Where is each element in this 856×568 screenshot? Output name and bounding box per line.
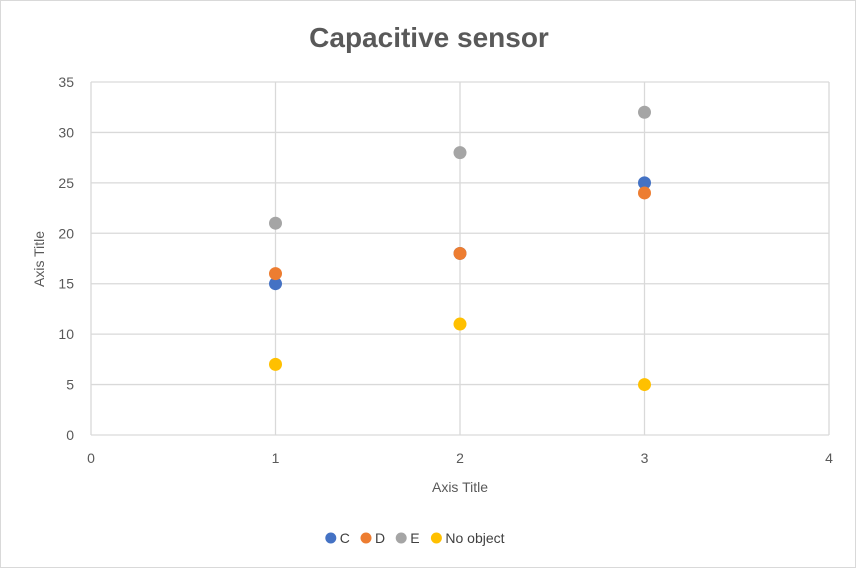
y-tick-label: 25 (58, 175, 74, 191)
legend-marker (360, 532, 372, 544)
legend-marker (430, 532, 442, 544)
y-tick-label: 10 (58, 326, 74, 342)
x-tick-label: 1 (272, 450, 280, 466)
gridlines (90, 81, 830, 436)
data-point (269, 267, 282, 281)
x-tick-label: 3 (641, 450, 649, 466)
data-point (638, 186, 651, 200)
data-point (453, 317, 467, 331)
legend-label: No object (445, 530, 504, 546)
legend: C D E No object (325, 530, 505, 546)
series-no-object (269, 317, 651, 392)
y-tick-label: 30 (58, 124, 74, 140)
data-point (453, 146, 467, 160)
y-tick-label: 5 (66, 377, 74, 393)
y-tick-label: 15 (58, 276, 74, 292)
series-d (269, 186, 651, 281)
y-tick-label: 35 (58, 74, 74, 90)
data-point (638, 105, 651, 119)
data-point (638, 378, 651, 392)
legend-label: D (375, 530, 385, 546)
data-point (453, 246, 467, 260)
x-tick-label: 2 (456, 450, 464, 466)
x-tick-label: 4 (825, 450, 833, 466)
legend-marker (395, 532, 407, 544)
y-tick-label: 0 (66, 427, 74, 443)
legend-label: C (340, 530, 350, 546)
data-point (269, 216, 282, 230)
y-tick-label: 20 (58, 225, 74, 241)
data-points (269, 105, 651, 392)
data-point (269, 357, 282, 371)
x-tick-label: 0 (87, 450, 95, 466)
y-axis-title: Axis Title (31, 231, 47, 287)
x-axis-title: Axis Title (432, 479, 488, 495)
legend-marker (325, 532, 337, 544)
series-e (269, 105, 651, 230)
data-point (269, 277, 282, 291)
chart-title: Capacitive sensor (309, 22, 549, 53)
legend-label: E (410, 530, 419, 546)
data-point (638, 176, 651, 190)
tick-labels: 0 5 10 15 20 25 30 35 0 1 2 3 4 (58, 74, 833, 466)
